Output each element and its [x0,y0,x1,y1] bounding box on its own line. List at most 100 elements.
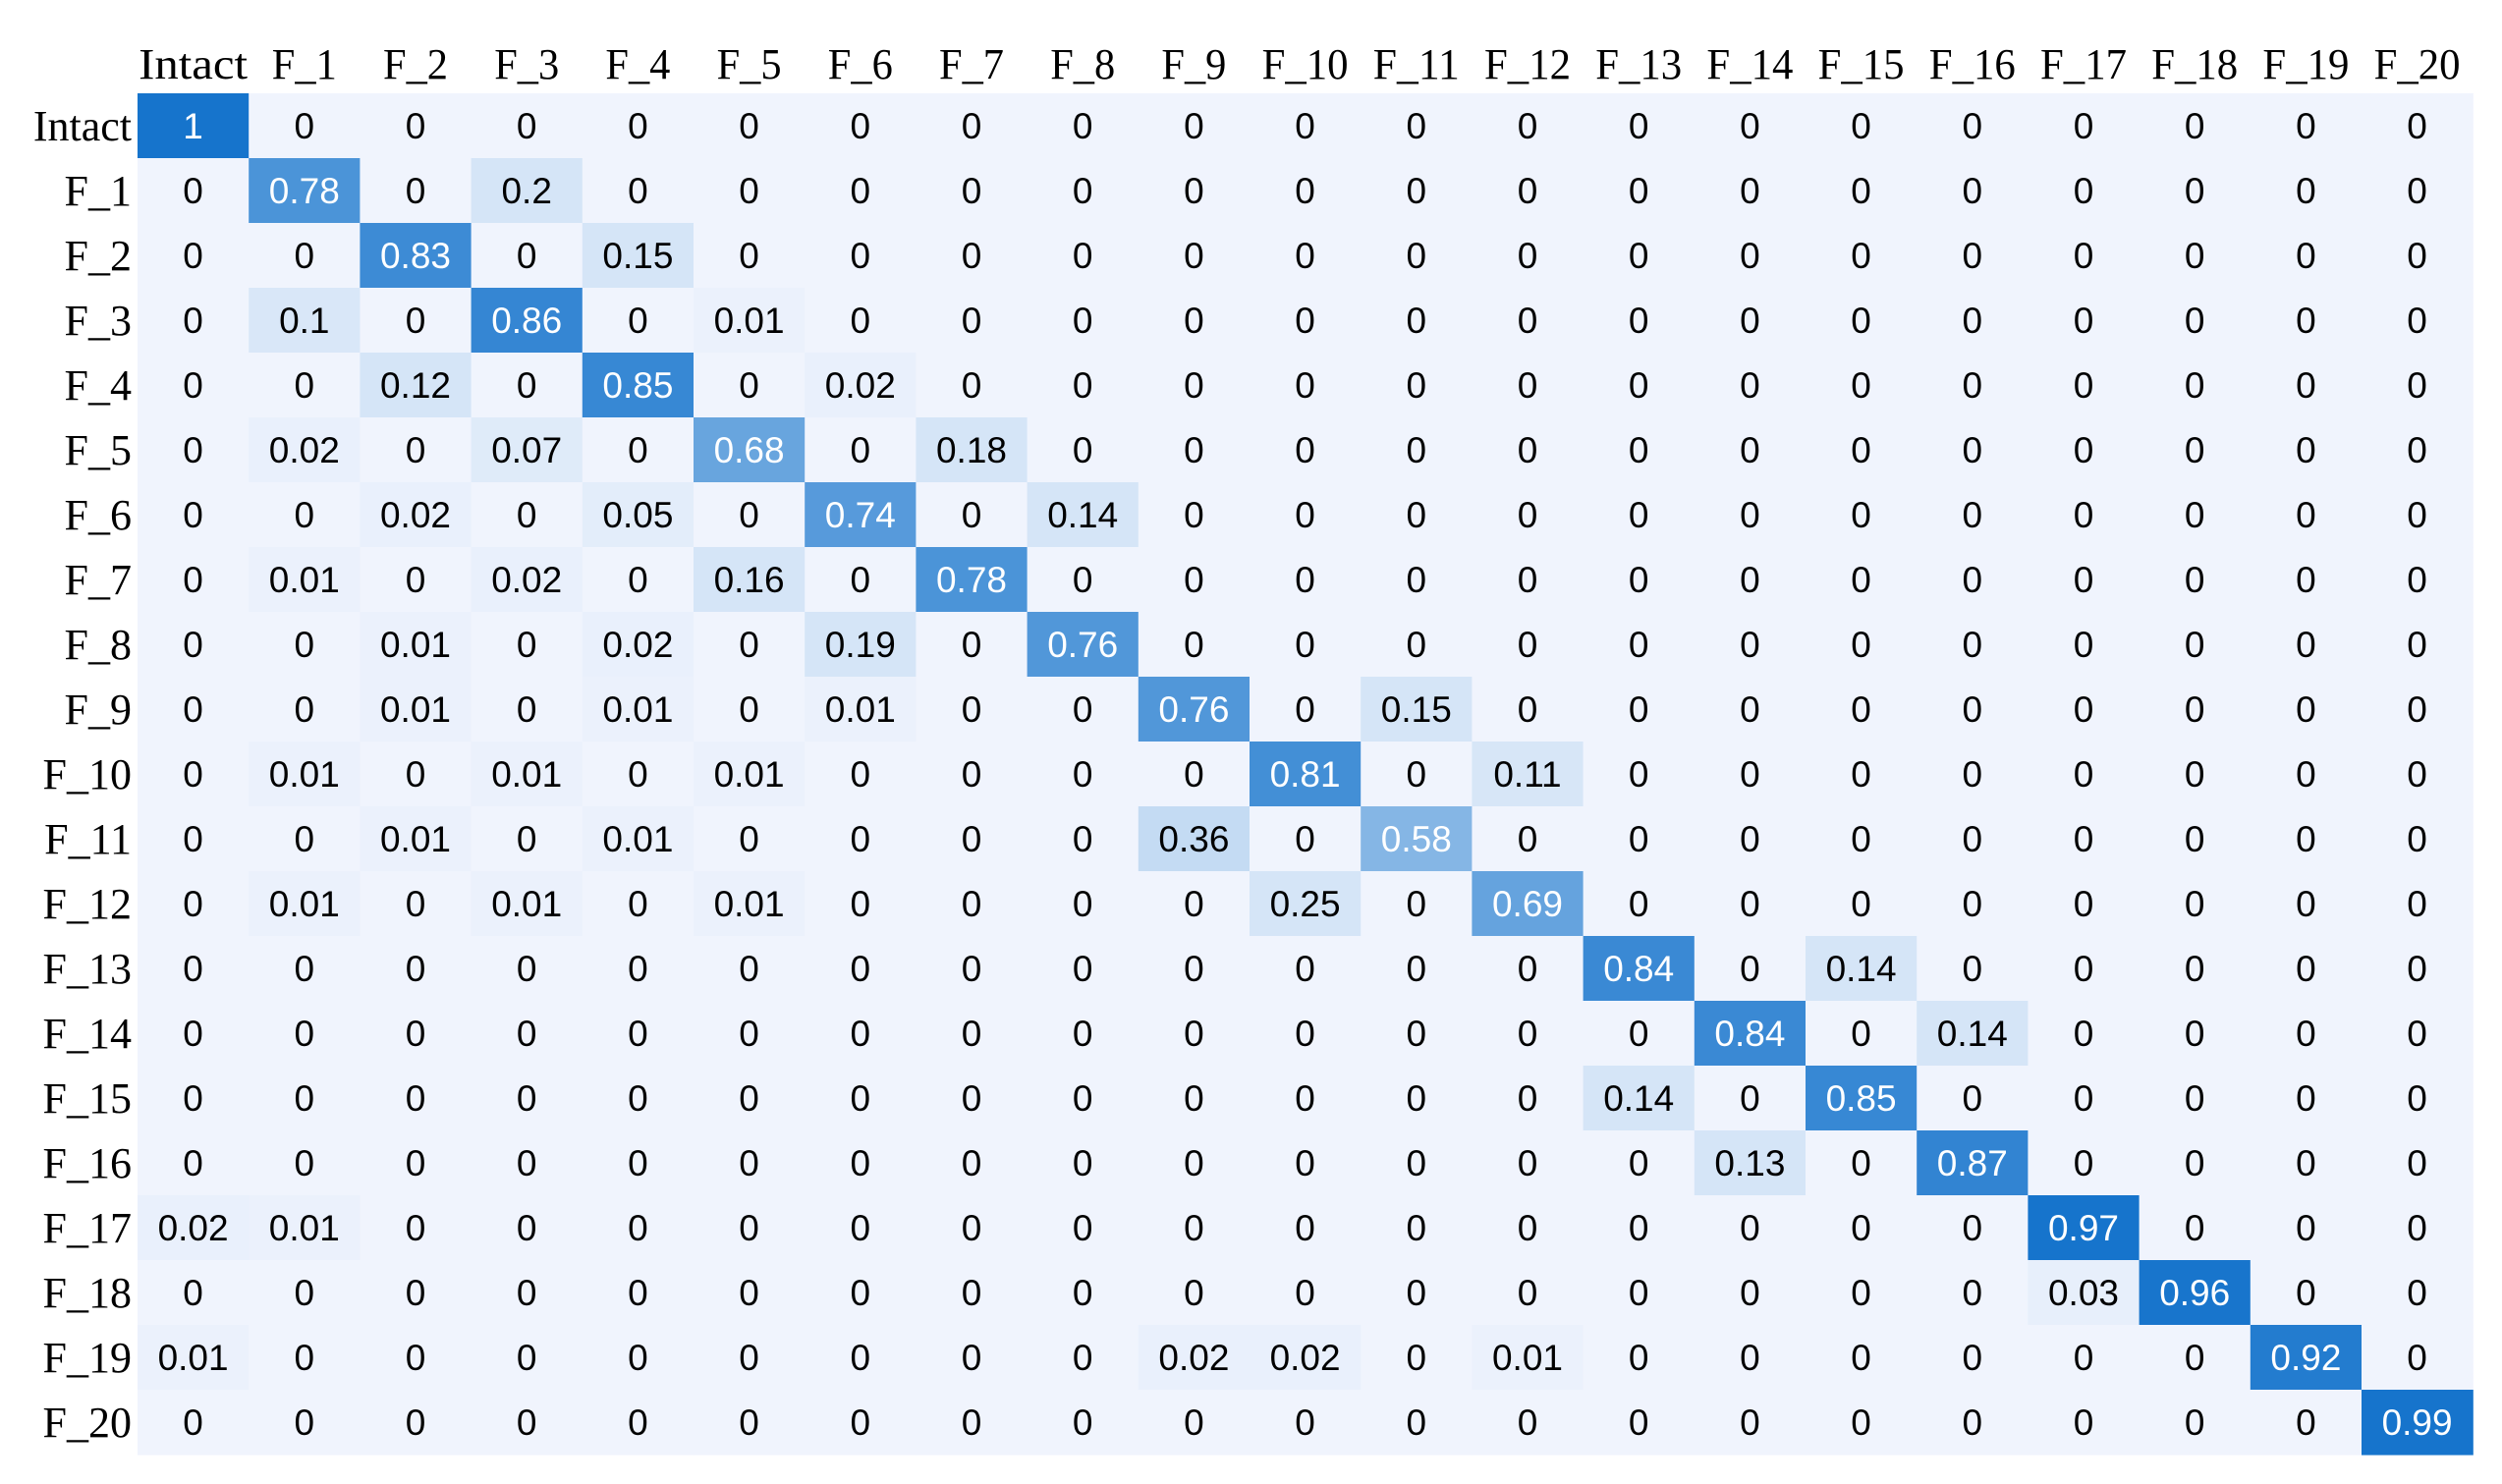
cell-value-label: 0 [1295,1143,1315,1183]
cell-value-label: 0 [2407,1338,2427,1378]
cell-value-label: 0 [1295,301,1315,341]
cell-value-label: 0 [1295,1208,1315,1248]
cell-value-label: 0 [2296,625,2316,665]
heatmap-cell [1027,677,1140,742]
heatmap-cell [805,1001,917,1067]
cell-value-label: 0 [1295,1273,1315,1313]
cell-value-label: 0 [1740,689,1760,730]
cell-value-label: 0 [2074,1014,2094,1054]
cell-value-label: 0 [962,365,982,406]
heatmap-cell [2362,806,2474,872]
heatmap-cell [1583,223,1696,289]
cell-value-label: 0 [628,1208,648,1248]
column-tick-label: F_17 [2040,40,2127,88]
cell-value-label: 0 [1963,884,1983,924]
heatmap-cell [1027,288,1140,354]
heatmap-cell [1361,871,1473,937]
heatmap-cell [138,1260,250,1326]
heatmap-cell [1806,1390,1918,1456]
heatmap-cell [1806,677,1918,742]
cell-value-label: 0 [851,430,871,470]
heatmap-cell [1361,288,1473,354]
cell-value-label: 0 [962,171,982,211]
heatmap-cell [1138,612,1251,678]
cell-value-label: 0 [962,1402,982,1443]
heatmap-cell [2250,806,2363,872]
heatmap-cell [1027,742,1140,807]
heatmap-cell [2362,1130,2474,1196]
cell-value-label: 0 [295,1078,315,1119]
heatmap-cell [471,417,584,483]
cell-value-label: 0.14 [1047,495,1118,535]
heatmap-cell [1917,223,2029,289]
cell-value-label: 0 [2074,1338,2094,1378]
cell-value-label: 0 [1851,689,1871,730]
cell-value-label: 0 [517,689,537,730]
heatmap-cell [1361,547,1473,613]
heatmap-cell [1806,806,1918,872]
heatmap-cell [2250,612,2363,678]
heatmap-cell [1583,288,1696,354]
cell-value-label: 0 [2074,1143,2094,1183]
cell-value-label: 0 [295,106,315,146]
cell-value-label: 0 [183,560,203,600]
heatmap-cell [138,93,250,159]
cell-value-label: 0 [2074,625,2094,665]
column-tick-label: F_20 [2374,40,2461,88]
cell-value-label: 0 [1518,1078,1538,1119]
cell-value-label: 0 [1407,1143,1427,1183]
cell-value-label: 0 [2296,1208,2316,1248]
cell-value-label: 0 [1407,949,1427,989]
column-tick-label: F_7 [939,40,1004,88]
heatmap-cell [2139,1325,2252,1391]
heatmap-cell [138,547,250,613]
cell-value-label: 0 [962,754,982,795]
heatmap-cell [2250,1195,2363,1261]
heatmap-cell [1917,417,2029,483]
cell-value-label: 0 [1740,560,1760,600]
cell-value-label: 0 [1629,754,1649,795]
heatmap-cell [1250,806,1362,872]
cell-value-label: 0 [2296,754,2316,795]
heatmap-cell [1583,353,1696,418]
cell-value-label: 0 [1851,430,1871,470]
cell-value-label: 0 [1740,1338,1760,1378]
cell-value-label: 0 [295,1338,315,1378]
cell-value-label: 0 [962,106,982,146]
heatmap-cell [582,288,695,354]
cell-value-label: 0 [2296,949,2316,989]
heatmap-cell [249,677,361,742]
cell-value-label: 0 [1851,236,1871,276]
cell-value-label: 0.02 [825,365,896,406]
heatmap-cell [1138,1325,1251,1391]
cell-value-label: 0 [295,1402,315,1443]
heatmap-cell [360,1066,473,1131]
cell-value-label: 0 [1407,625,1427,665]
cell-value-label: 0 [962,236,982,276]
heatmap-cell [694,936,806,1002]
heatmap-cell [2250,1260,2363,1326]
heatmap-cell [1917,612,2029,678]
heatmap-cell [1806,871,1918,937]
heatmap-cell [2139,1130,2252,1196]
cell-value-label: 0 [1851,1402,1871,1443]
heatmap-cell [582,93,695,159]
cell-value-label: 0 [2296,365,2316,406]
cell-value-label: 0 [517,625,537,665]
column-tick-label: F_12 [1484,40,1571,88]
heatmap-cell [1361,417,1473,483]
heatmap-cell [2028,353,2141,418]
cell-value-label: 0.01 [714,301,785,341]
heatmap-cell [805,936,917,1002]
heatmap-cell [2028,806,2141,872]
cell-value-label: 0 [1740,430,1760,470]
column-tick-label: F_5 [717,40,782,88]
heatmap-cell [1027,871,1140,937]
cell-value-label: 0 [1407,430,1427,470]
cell-value-label: 0 [2074,430,2094,470]
cell-value-label: 0 [295,365,315,406]
heatmap-cell [1583,1130,1696,1196]
heatmap-cell [582,871,695,937]
cell-value-label: 0 [1295,236,1315,276]
heatmap-cell [2362,417,2474,483]
